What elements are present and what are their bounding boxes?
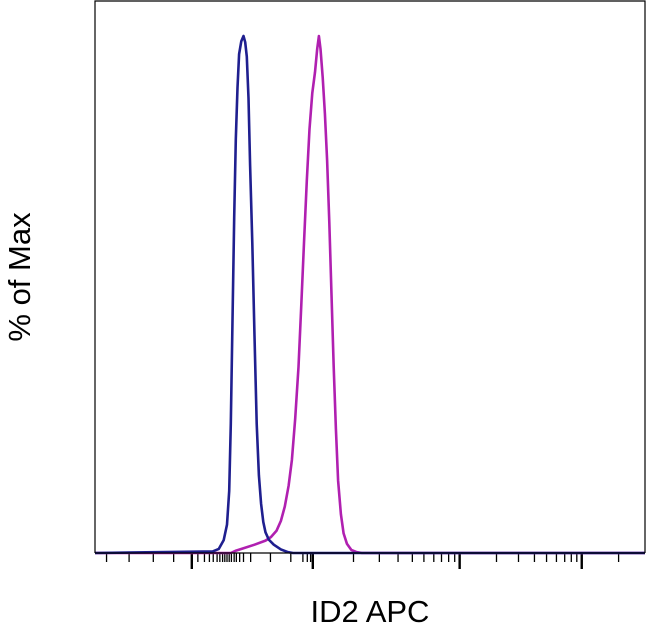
histogram-series-0 [94, 34, 645, 555]
x-axis-ticks [105, 553, 620, 569]
series-layer [94, 34, 645, 555]
y-axis-label: % of Max [2, 212, 37, 342]
plot-frame [94, 0, 646, 553]
histogram-series-1 [95, 34, 645, 555]
x-axis-label: ID2 APC [311, 594, 430, 629]
